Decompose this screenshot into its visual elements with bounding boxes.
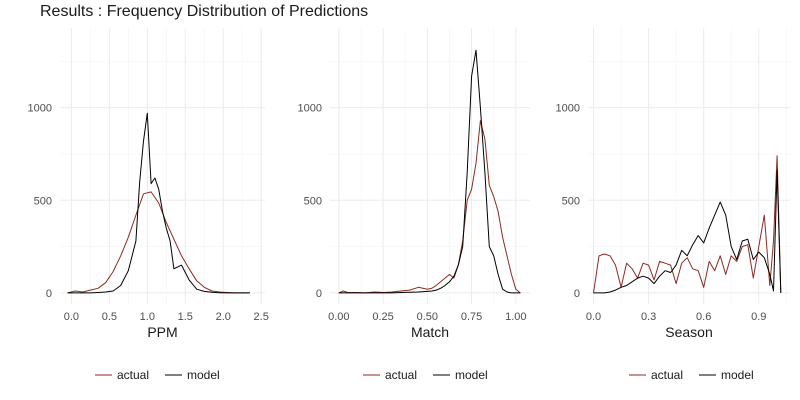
y-tick-label: 0 xyxy=(46,288,52,300)
x-tick-label: 2.0 xyxy=(216,311,231,323)
y-tick-label: 500 xyxy=(34,195,52,207)
x-tick-label: 0.0 xyxy=(586,311,601,323)
legend: actual model xyxy=(629,368,754,382)
chart-title: Results : Frequency Distribution of Pred… xyxy=(40,3,369,20)
y-tick-label: 1000 xyxy=(28,103,52,115)
legend-label-model: model xyxy=(721,368,754,382)
x-tick-label: 0.50 xyxy=(417,311,438,323)
series-line-model xyxy=(338,49,521,294)
series-line-model xyxy=(593,170,782,294)
x-tick-label: 0.9 xyxy=(751,311,766,323)
legend: actual model xyxy=(363,368,488,382)
y-tick-label: 0 xyxy=(574,288,580,300)
legend-label-model: model xyxy=(455,368,488,382)
x-tick-label: 0.75 xyxy=(461,311,482,323)
x-tick-label: 1.0 xyxy=(140,311,155,323)
y-tick-label: 1000 xyxy=(556,103,580,115)
x-tick-label: 0.3 xyxy=(641,311,656,323)
y-tick-label: 1000 xyxy=(298,103,322,115)
legend: actual model xyxy=(95,368,220,382)
panel-3: 0.0 0.3 0.6 0.9 0 500 1000 Season actual model xyxy=(556,28,790,382)
legend-label-model: model xyxy=(187,368,220,382)
x-tick-label: 0.6 xyxy=(696,311,711,323)
y-tick-label: 500 xyxy=(562,195,580,207)
x-axis-title: Season xyxy=(665,324,712,340)
legend-label-actual: actual xyxy=(651,368,683,382)
x-tick-label: 0.25 xyxy=(372,311,393,323)
x-tick-label: 1.00 xyxy=(505,311,526,323)
panel-2: 0.00 0.25 0.50 0.75 1.00 0 500 1000 Match actual m… xyxy=(298,28,530,382)
panel-1: 0.0 0.5 1.0 1.5 2.0 2.5 0 500 1000 PPM actual model xyxy=(28,28,269,382)
y-tick-label: 0 xyxy=(316,288,322,300)
x-tick-label: 0.00 xyxy=(328,311,349,323)
x-tick-label: 2.5 xyxy=(254,311,269,323)
series-line-actual xyxy=(338,120,521,294)
x-tick-label: 1.5 xyxy=(178,311,193,323)
legend-label-actual: actual xyxy=(117,368,149,382)
series-line-actual xyxy=(67,191,250,294)
x-axis-title: PPM xyxy=(147,324,177,340)
series-line-model xyxy=(67,112,250,294)
x-tick-label: 0.5 xyxy=(102,311,117,323)
series-line-actual xyxy=(593,155,782,293)
y-tick-label: 500 xyxy=(304,195,322,207)
x-tick-label: 0.0 xyxy=(64,311,79,323)
x-axis-title: Match xyxy=(411,324,449,340)
legend-label-actual: actual xyxy=(385,368,417,382)
